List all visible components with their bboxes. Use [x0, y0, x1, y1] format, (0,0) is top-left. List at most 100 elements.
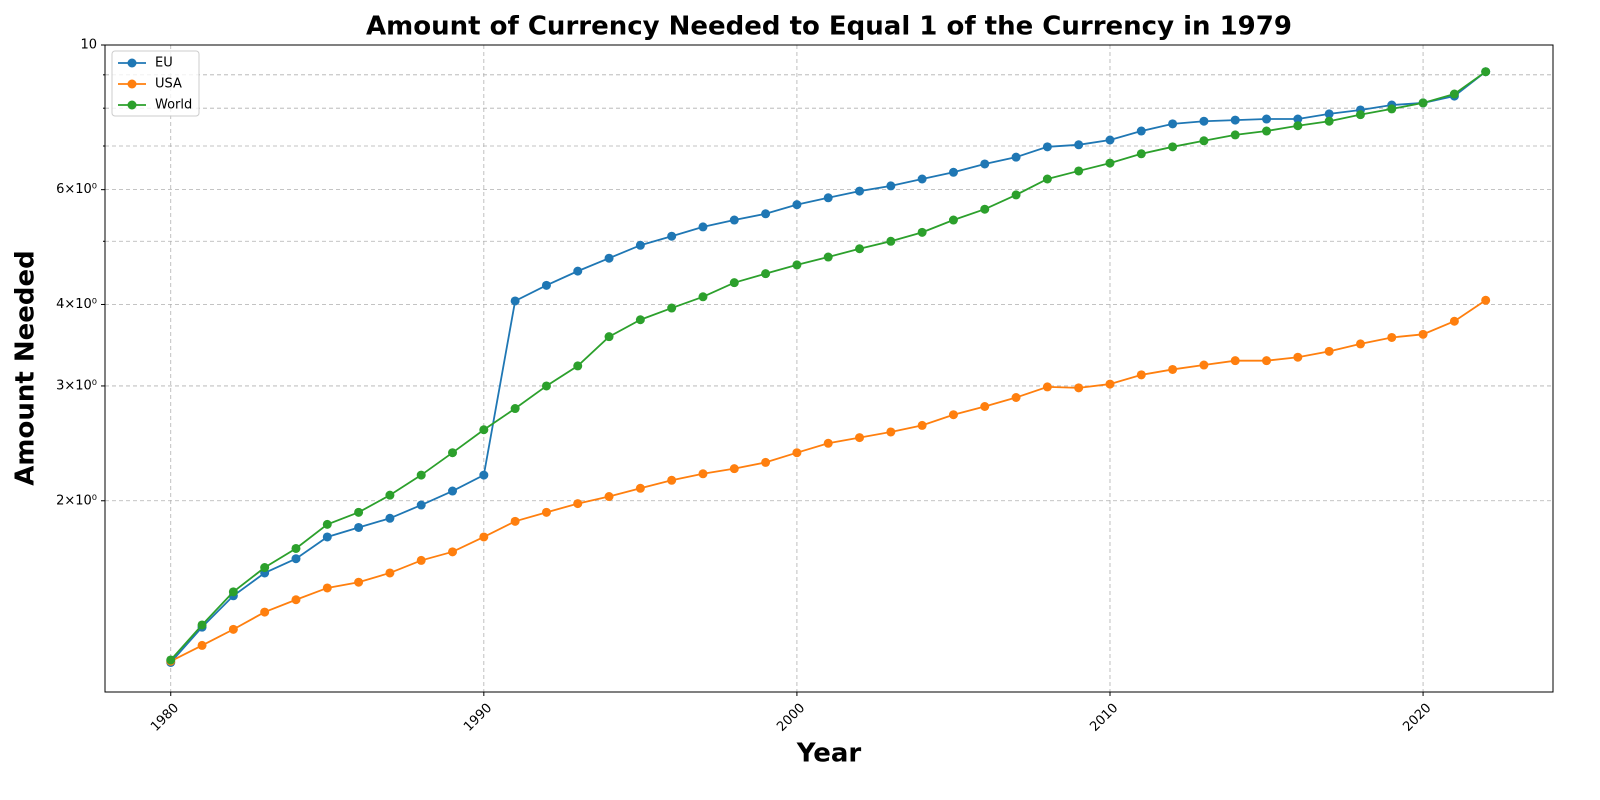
data-point: [761, 457, 771, 467]
data-point: [1449, 316, 1459, 326]
data-point: [604, 332, 614, 342]
data-point: [886, 181, 896, 191]
data-point: [1418, 329, 1428, 339]
data-point: [385, 513, 395, 523]
y-tick-label: 6×10⁰: [56, 182, 97, 197]
data-point: [1199, 116, 1209, 126]
data-point: [354, 507, 364, 517]
data-point: [541, 381, 551, 391]
data-point: [385, 568, 395, 578]
data-point: [1355, 110, 1365, 120]
legend-marker: [127, 58, 137, 68]
data-point: [823, 438, 833, 448]
data-point: [855, 244, 865, 254]
data-point: [322, 519, 332, 529]
data-point: [604, 492, 614, 502]
x-tick-label: 1980: [148, 701, 182, 735]
data-point: [291, 543, 301, 553]
x-tick-label: 1990: [461, 701, 495, 735]
data-point: [1199, 136, 1209, 146]
legend-marker: [127, 100, 137, 110]
data-point: [1011, 152, 1021, 162]
data-point: [855, 433, 865, 443]
data-point: [448, 547, 458, 557]
data-point: [1324, 346, 1334, 356]
data-point: [855, 186, 865, 196]
legend-marker: [127, 79, 137, 89]
data-point: [1042, 142, 1052, 152]
data-point: [260, 607, 270, 617]
data-point: [1293, 114, 1303, 124]
data-point: [385, 490, 395, 500]
data-point: [823, 252, 833, 262]
data-point: [1011, 190, 1021, 200]
series-line: [170, 70, 1487, 664]
y-tick-label: 10: [80, 38, 97, 53]
data-point: [1168, 119, 1178, 129]
data-point: [166, 655, 176, 665]
data-point: [667, 231, 677, 241]
data-point: [322, 532, 332, 542]
data-point: [322, 583, 332, 593]
data-point: [1136, 370, 1146, 380]
data-point: [635, 315, 645, 325]
data-point: [1262, 126, 1272, 136]
data-point: [1262, 356, 1272, 366]
y-tick-label: 2×10⁰: [56, 493, 97, 508]
legend-box: [111, 50, 200, 117]
data-point: [761, 209, 771, 219]
legend-label: USA: [155, 77, 182, 92]
data-point: [1293, 352, 1303, 362]
data-point: [541, 507, 551, 517]
data-point: [1168, 142, 1178, 152]
data-point: [1042, 382, 1052, 392]
data-point: [1136, 126, 1146, 136]
data-point: [573, 499, 583, 509]
data-point: [886, 427, 896, 437]
data-point: [1481, 295, 1491, 305]
data-point: [228, 587, 238, 597]
data-point: [1199, 360, 1209, 370]
data-point: [823, 193, 833, 203]
data-point: [1293, 121, 1303, 131]
data-point: [479, 470, 489, 480]
series-line: [170, 299, 1487, 662]
data-point: [1136, 149, 1146, 159]
y-axis-label: Amount Needed: [11, 250, 41, 485]
data-point: [1105, 135, 1115, 145]
plot-frame: [104, 44, 1554, 693]
data-point: [354, 522, 364, 532]
data-point: [1230, 356, 1240, 366]
data-point: [698, 469, 708, 479]
data-point: [1449, 89, 1459, 99]
data-point: [416, 555, 426, 565]
data-point: [541, 280, 551, 290]
data-point: [667, 303, 677, 313]
data-point: [948, 167, 958, 177]
data-point: [573, 266, 583, 276]
data-point: [1387, 332, 1397, 342]
x-tick-label: 2000: [774, 701, 808, 735]
data-point: [1324, 109, 1334, 119]
data-point: [917, 174, 927, 184]
data-point: [479, 425, 489, 435]
data-point: [1387, 104, 1397, 114]
data-point: [354, 577, 364, 587]
data-point: [729, 278, 739, 288]
y-tick-label: 3×10⁰: [56, 378, 97, 393]
data-point: [1042, 174, 1052, 184]
data-point: [1011, 393, 1021, 403]
series-line: [170, 70, 1487, 661]
data-point: [698, 222, 708, 232]
data-point: [197, 640, 207, 650]
data-point: [948, 410, 958, 420]
data-point: [1324, 116, 1334, 126]
data-point: [510, 404, 520, 414]
data-point: [792, 260, 802, 270]
data-point: [948, 215, 958, 225]
y-tick-label: 4×10⁰: [56, 297, 97, 312]
data-point: [1074, 166, 1084, 176]
data-point: [729, 215, 739, 225]
x-axis-label: Year: [796, 739, 862, 769]
